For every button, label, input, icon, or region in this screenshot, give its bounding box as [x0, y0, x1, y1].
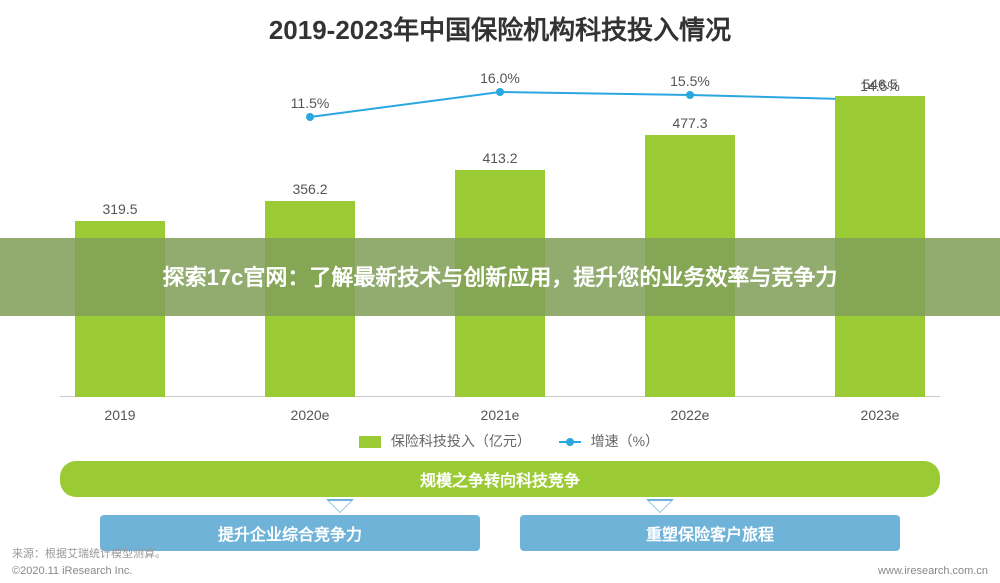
flow-diagram: 规模之争转向科技竞争 提升企业综合竞争力 重塑保险客户旅程 [60, 461, 940, 551]
category-label: 2021e [450, 407, 550, 423]
category-label: 2022e [640, 407, 740, 423]
overlay-text: 探索17c官网：了解最新技术与创新应用，提升您的业务效率与竞争力 [123, 261, 878, 294]
chart-title: 2019-2023年中国保险机构科技投入情况 [0, 0, 1000, 47]
arrow-down-icon [646, 499, 674, 513]
growth-pct-label: 14.5% [860, 78, 900, 94]
growth-pct-label: 15.5% [670, 73, 710, 89]
bar-value-label: 356.2 [292, 181, 327, 197]
copyright: ©2020.11 iResearch Inc. [12, 565, 132, 577]
legend-line-swatch [559, 436, 581, 448]
overlay-banner: 探索17c官网：了解最新技术与创新应用，提升您的业务效率与竞争力 [0, 238, 1000, 316]
arrow-down-icon [326, 499, 354, 513]
growth-pct-label: 16.0% [480, 70, 520, 86]
bar-group: 546.5 [830, 76, 930, 397]
site-url: www.iresearch.com.cn [878, 565, 988, 577]
flow-box-journey: 重塑保险客户旅程 [520, 515, 900, 551]
category-label: 2023e [830, 407, 930, 423]
legend-bar-swatch [359, 436, 381, 448]
flow-arrows [180, 499, 820, 513]
legend-bar-label: 保险科技投入（亿元） [391, 433, 531, 449]
category-label: 2019 [70, 407, 170, 423]
flow-header: 规模之争转向科技竞争 [60, 461, 940, 497]
flow-boxes: 提升企业综合竞争力 重塑保险客户旅程 [100, 515, 900, 551]
source-note: 来源：根据艾瑞统计模型测算。 [12, 545, 166, 561]
bar-value-label: 319.5 [102, 201, 137, 217]
bar-value-label: 413.2 [482, 150, 517, 166]
legend: 保险科技投入（亿元） 增速（%） [0, 431, 1000, 451]
growth-pct-label: 11.5% [291, 95, 330, 111]
legend-line-label: 增速（%） [591, 433, 659, 449]
bar-value-label: 477.3 [672, 115, 707, 131]
category-label: 2020e [260, 407, 360, 423]
